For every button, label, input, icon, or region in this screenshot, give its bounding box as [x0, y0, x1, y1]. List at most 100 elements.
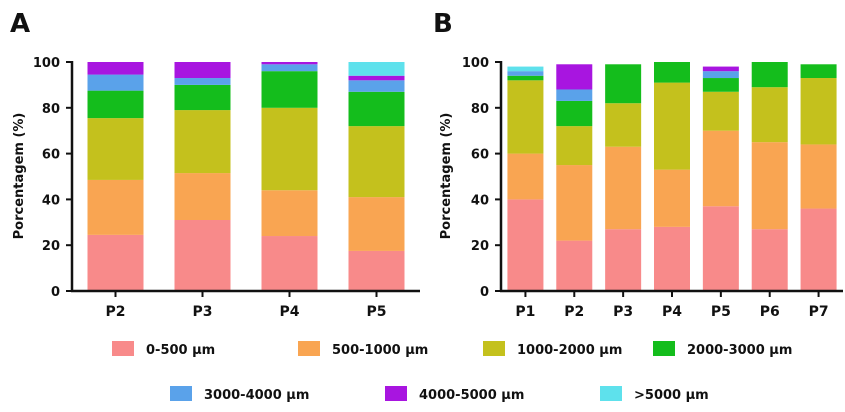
y-tick-label: 20: [42, 239, 60, 254]
legend-label: 4000-5000 µm: [419, 388, 524, 403]
legend-swatch: [298, 341, 320, 356]
x-tick-label: P1: [515, 304, 535, 320]
bar-segment-p2: [556, 165, 593, 241]
bar-segment-p2: [87, 118, 144, 180]
bar-segment-p5: [348, 80, 405, 92]
bar-segment-p2: [556, 126, 593, 166]
bar-segment-p5: [348, 126, 405, 198]
y-tick-label: 40: [471, 193, 489, 208]
y-tick-label: 60: [471, 148, 489, 163]
bar-segment-p2: [87, 90, 144, 119]
bar-segment-p2: [556, 240, 593, 291]
bar-segment-p3: [174, 173, 231, 221]
panel-b-label: B: [433, 9, 453, 39]
x-tick-label: P5: [711, 304, 731, 320]
legend-swatch: [653, 341, 675, 356]
y-tick-label: 20: [471, 239, 489, 254]
y-tick-label: 0: [480, 285, 489, 300]
bar-segment-p6: [751, 62, 788, 88]
panel-a-chart: A Porcentagem (%) 0 20 40 60 80 100 P2 P3 P4 P5: [10, 9, 420, 320]
x-tick-label: P3: [613, 304, 633, 320]
bar-segment-p3: [605, 64, 642, 104]
bar-segment-p6: [751, 142, 788, 230]
legend-label: 0-500 µm: [146, 343, 215, 358]
bar-segment-p5: [348, 197, 405, 251]
bar-segment-p4: [261, 107, 318, 191]
legend-label: 500-1000 µm: [332, 343, 428, 358]
bar-segment-p3: [174, 84, 231, 111]
legend-swatch: [483, 341, 505, 356]
legend-label: 2000-3000 µm: [687, 343, 792, 358]
bar-segment-p3: [174, 62, 231, 79]
bar-segment-p1: [507, 71, 544, 76]
bar-segment-p5: [348, 62, 405, 76]
bar-segment-p2: [87, 62, 144, 75]
x-tick-label: P4: [662, 304, 682, 320]
panel-b-x-ticks: P1 P2 P3 P4 P5 P6 P7: [515, 291, 829, 320]
bar-segment-p3: [605, 229, 642, 291]
bar-segment-p2: [556, 100, 593, 127]
y-tick-label: 0: [51, 285, 60, 300]
legend-label: 3000-4000 µm: [204, 388, 309, 403]
panel-b-y-axis-title: Porcentagem (%): [439, 113, 454, 240]
bar-segment-p1: [507, 75, 544, 81]
x-tick-label: P4: [279, 304, 299, 320]
y-tick-label: 60: [42, 148, 60, 163]
x-tick-label: P5: [366, 304, 386, 320]
panel-b-y-ticks: 0 20 40 60 80 100: [462, 56, 501, 300]
bar-segment-p3: [605, 103, 642, 147]
bar-segment-p4: [654, 169, 690, 227]
bar-segment-p3: [605, 146, 642, 230]
panel-a-x-ticks: P2 P3 P4 P5: [105, 291, 387, 320]
x-tick-label: P7: [809, 304, 829, 320]
bar-segment-p4: [654, 82, 690, 170]
bar-segment-p2: [556, 89, 593, 101]
y-tick-label: 80: [42, 102, 60, 117]
bar-segment-p5: [702, 130, 739, 207]
x-tick-label: P2: [564, 304, 584, 320]
panel-a-label: A: [10, 9, 30, 39]
y-tick-label: 100: [33, 56, 60, 71]
bar-segment-p1: [507, 80, 544, 154]
legend-swatch: [385, 386, 407, 401]
bar-segment-p1: [507, 66, 544, 72]
x-tick-label: P3: [192, 304, 212, 320]
bar-segment-p5: [702, 66, 739, 72]
bar-segment-p3: [174, 78, 231, 85]
y-tick-label: 100: [462, 56, 489, 71]
panel-a-y-axis-title: Porcentagem (%): [12, 113, 27, 240]
bar-segment-p2: [556, 64, 593, 90]
bar-segment-p7: [800, 78, 837, 145]
bar-segment-p2: [87, 234, 144, 291]
bar-segment-p7: [800, 64, 837, 79]
bar-segment-p2: [87, 179, 144, 235]
y-tick-label: 40: [42, 193, 60, 208]
bar-segment-p1: [507, 153, 544, 200]
bar-segment-p5: [702, 91, 739, 131]
x-tick-label: P6: [760, 304, 780, 320]
bar-segment-p5: [348, 75, 405, 81]
legend-swatch: [600, 386, 622, 401]
bar-segment-p5: [702, 206, 739, 291]
legend: 0-500 µm 500-1000 µm 1000-2000 µm 2000-3000…: [112, 341, 792, 403]
bar-segment-p6: [751, 229, 788, 291]
bar-segment-p3: [174, 110, 231, 174]
legend-swatch: [170, 386, 192, 401]
bar-segment-p4: [261, 71, 318, 108]
bar-segment-p4: [654, 62, 690, 83]
legend-swatch: [112, 341, 134, 356]
bar-segment-p4: [654, 226, 690, 291]
legend-label: >5000 µm: [634, 388, 709, 403]
bar-segment-p1: [507, 199, 544, 291]
bar-segment-p4: [261, 64, 318, 72]
bar-segment-p3: [174, 220, 231, 291]
bar-segment-p5: [702, 78, 739, 92]
bar-segment-p7: [800, 144, 837, 209]
bar-segment-p4: [261, 62, 318, 65]
bar-segment-p5: [348, 91, 405, 127]
y-tick-label: 80: [471, 102, 489, 117]
bar-segment-p2: [87, 74, 144, 91]
panel-b-bars: [507, 62, 837, 291]
bar-segment-p4: [261, 236, 318, 291]
